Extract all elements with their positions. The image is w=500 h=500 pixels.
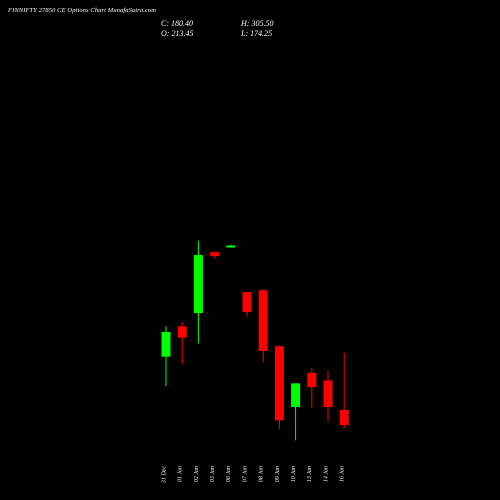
candle-01-jan (177, 322, 187, 365)
candle-body (323, 380, 333, 408)
x-tick-label: 14 Jan (322, 466, 329, 482)
candle-10-jan (291, 383, 301, 441)
candle-body (274, 346, 284, 421)
x-tick-label: 08 Jan (259, 466, 265, 482)
candle-13-jan (307, 368, 317, 408)
x-tick-label: 31 Dec (161, 466, 167, 484)
candle-03-jan (210, 251, 220, 258)
close-value: C: 180.40 (161, 19, 193, 28)
candle-body (291, 383, 301, 408)
x-tick-label: 03 Jan (210, 466, 216, 482)
candle-31-dec (161, 326, 171, 387)
candle-body (193, 255, 203, 313)
candle-body (242, 292, 252, 313)
candle-body (226, 245, 236, 248)
candle-body (161, 332, 171, 357)
candle-09-jan (274, 345, 284, 429)
x-tick-label: 02 Jan (194, 466, 200, 482)
candle-06-jan (226, 244, 236, 248)
candle-body (177, 326, 187, 338)
candle-body (210, 252, 220, 256)
x-tick-label: 06 Jan (226, 466, 232, 482)
candle-08-jan (258, 289, 268, 363)
open-value: O: 213.45 (161, 29, 194, 38)
candle-16-jan (339, 352, 349, 428)
candle-body (307, 372, 317, 388)
chart-title: FINNIFTY 27850 CE Options Chart MunafaSu… (8, 7, 157, 14)
high-value: H: 305.50 (241, 19, 274, 28)
x-tick-label: 16 Jan (340, 466, 346, 482)
x-tick-label: 10 Jan (291, 466, 297, 482)
x-tick-label: 09 Jan (275, 466, 281, 482)
candle-body (339, 409, 349, 426)
x-tick-label: 01 Jan (178, 466, 184, 482)
candle-07-jan (242, 292, 252, 317)
candle-02-jan (193, 240, 203, 344)
candle-14-jan (323, 370, 333, 422)
x-tick-label: 07 Jan (242, 466, 248, 482)
x-tick-label: 13 Jan (307, 466, 313, 482)
low-value: L: 174.25 (241, 29, 273, 38)
candle-body (258, 290, 268, 351)
